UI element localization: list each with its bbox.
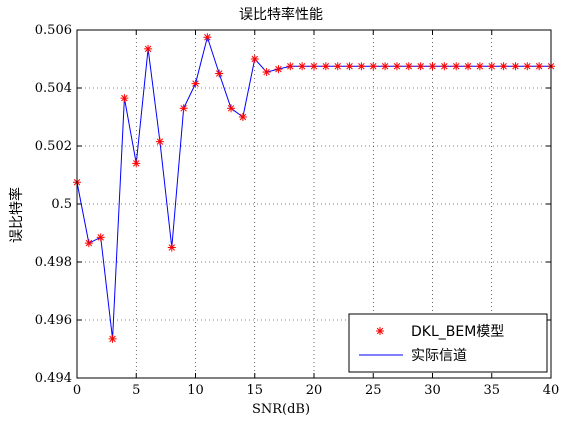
data-point-marker <box>84 239 93 248</box>
data-point-marker <box>511 62 520 71</box>
data-point-marker <box>523 62 532 71</box>
legend-label-dkl-bem: DKL_BEM模型 <box>411 324 504 340</box>
y-tick-label: 0.496 <box>35 313 72 328</box>
data-point-marker <box>440 62 449 71</box>
data-point-marker <box>535 62 544 71</box>
legend-label-actual-channel: 实际信道 <box>411 348 467 364</box>
data-point-marker <box>416 62 425 71</box>
data-point-marker <box>369 62 378 71</box>
y-tick-label: 0.5 <box>51 197 72 212</box>
x-tick-label: 10 <box>187 383 204 398</box>
chart-title: 误比特率性能 <box>239 7 323 23</box>
legend-marker-dkl-bem <box>376 327 384 335</box>
data-point-marker <box>167 243 176 252</box>
data-point-marker <box>286 62 295 71</box>
data-point-marker <box>310 62 318 71</box>
data-point-marker <box>487 62 496 71</box>
x-tick-label: 0 <box>73 383 81 398</box>
y-tick-label: 0.498 <box>35 255 72 270</box>
data-point-marker <box>274 65 283 74</box>
data-point-marker <box>108 334 117 343</box>
y-tick-label: 0.502 <box>35 139 72 154</box>
data-point-marker <box>227 104 236 113</box>
x-tick-label: 35 <box>483 383 500 398</box>
data-point-marker <box>132 159 141 168</box>
data-point-marker <box>333 62 342 71</box>
data-point-marker <box>179 104 188 113</box>
x-tick-label: 30 <box>424 383 441 398</box>
data-point-marker <box>120 94 129 103</box>
x-tick-label: 25 <box>365 383 382 398</box>
data-point-marker <box>215 69 224 78</box>
y-tick-label: 0.504 <box>35 81 72 96</box>
data-point-marker <box>250 55 259 63</box>
x-tick-label: 5 <box>132 383 140 398</box>
data-point-marker <box>191 79 200 88</box>
data-point-marker <box>321 62 330 71</box>
y-tick-label: 0.494 <box>35 371 72 386</box>
data-point-marker <box>144 44 153 53</box>
x-tick-label: 20 <box>306 383 323 398</box>
data-point-marker <box>452 62 461 71</box>
data-point-marker <box>392 62 401 71</box>
x-axis-label: SNR(dB) <box>251 402 311 417</box>
data-point-marker <box>96 233 105 242</box>
x-tick-label: 15 <box>246 383 263 398</box>
data-point-marker <box>238 113 247 121</box>
x-tick-label: 40 <box>543 383 560 398</box>
data-point-marker <box>298 62 307 71</box>
data-point-marker <box>499 62 508 71</box>
data-point-marker <box>262 68 271 77</box>
data-point-marker <box>428 62 437 71</box>
data-point-marker <box>381 62 390 71</box>
data-point-marker <box>345 62 354 71</box>
data-point-marker <box>155 137 164 146</box>
y-tick-label: 0.506 <box>35 23 72 38</box>
axes-box <box>76 29 552 379</box>
legend-box <box>348 313 548 373</box>
data-point-marker <box>404 62 413 71</box>
data-point-marker <box>464 62 473 71</box>
data-point-marker <box>357 62 366 71</box>
data-point-marker <box>475 62 484 71</box>
data-point-marker <box>203 33 212 42</box>
